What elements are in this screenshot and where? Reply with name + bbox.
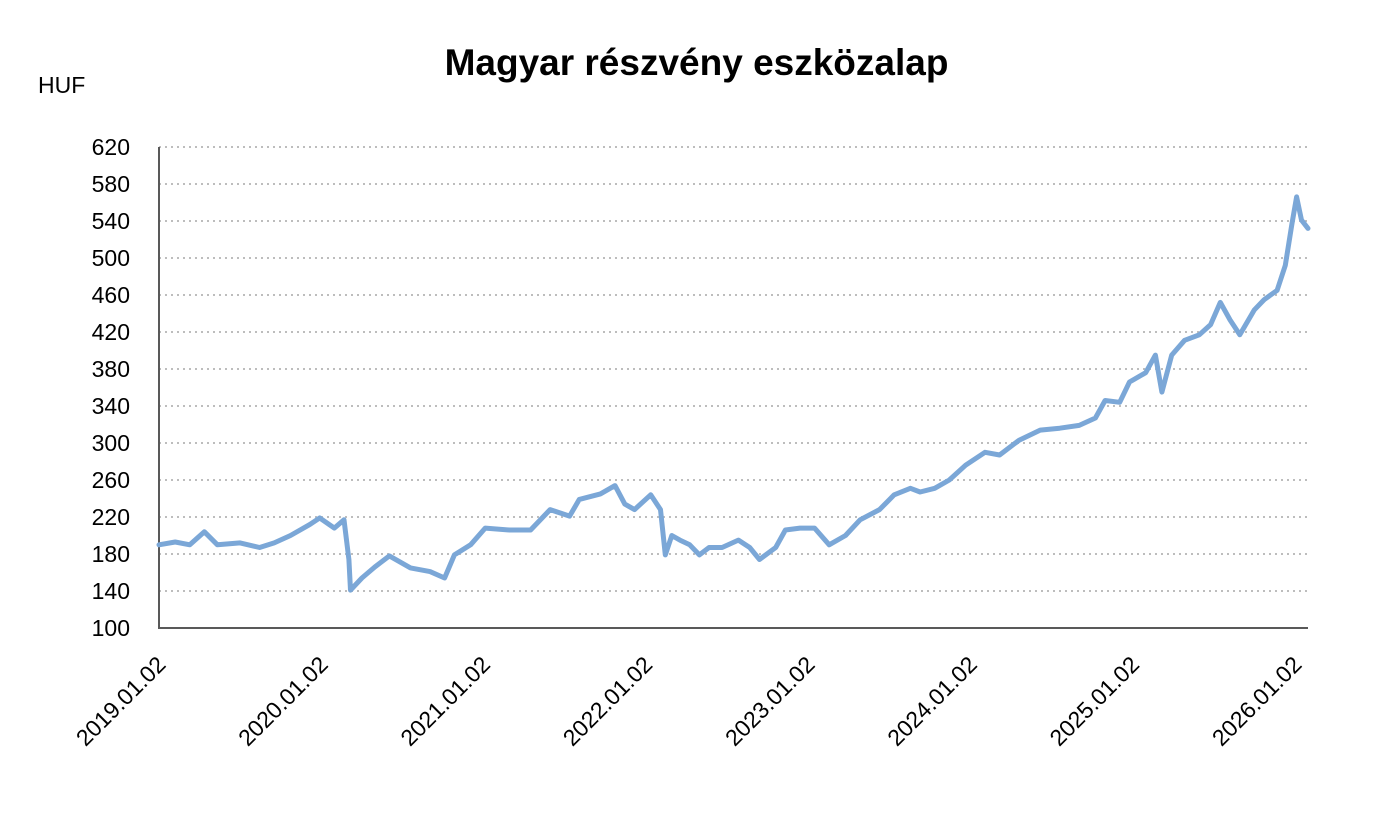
x-tick-label: 2021.01.02	[395, 651, 495, 751]
y-tick-label: 500	[92, 245, 130, 271]
y-tick-label: 340	[92, 393, 130, 419]
x-tick-label: 2020.01.02	[233, 651, 333, 751]
x-tick-label: 2022.01.02	[558, 651, 658, 751]
y-tick-label: 100	[92, 615, 130, 641]
x-tick-label: 2024.01.02	[882, 651, 982, 751]
chart-title: Magyar részvény eszközalap	[444, 42, 949, 83]
y-tick-label: 260	[92, 467, 130, 493]
y-tick-label: 140	[92, 578, 130, 604]
series-line	[156, 194, 1311, 593]
y-tick-label: 220	[92, 504, 130, 530]
x-tick-label: 2026.01.02	[1207, 651, 1307, 751]
y-axis-unit-label: HUF	[38, 72, 86, 98]
y-tick-label: 300	[92, 430, 130, 456]
y-tick-label: 540	[92, 208, 130, 234]
y-tick-label: 620	[92, 134, 130, 160]
y-tick-label: 180	[92, 541, 130, 567]
y-tick-label: 580	[92, 171, 130, 197]
x-tick-label: 2023.01.02	[720, 651, 820, 751]
y-tick-label: 460	[92, 282, 130, 308]
x-tick-label: 2025.01.02	[1044, 651, 1144, 751]
x-tick-label: 2019.01.02	[71, 651, 171, 751]
y-tick-label: 420	[92, 319, 130, 345]
y-tick-label: 380	[92, 356, 130, 382]
